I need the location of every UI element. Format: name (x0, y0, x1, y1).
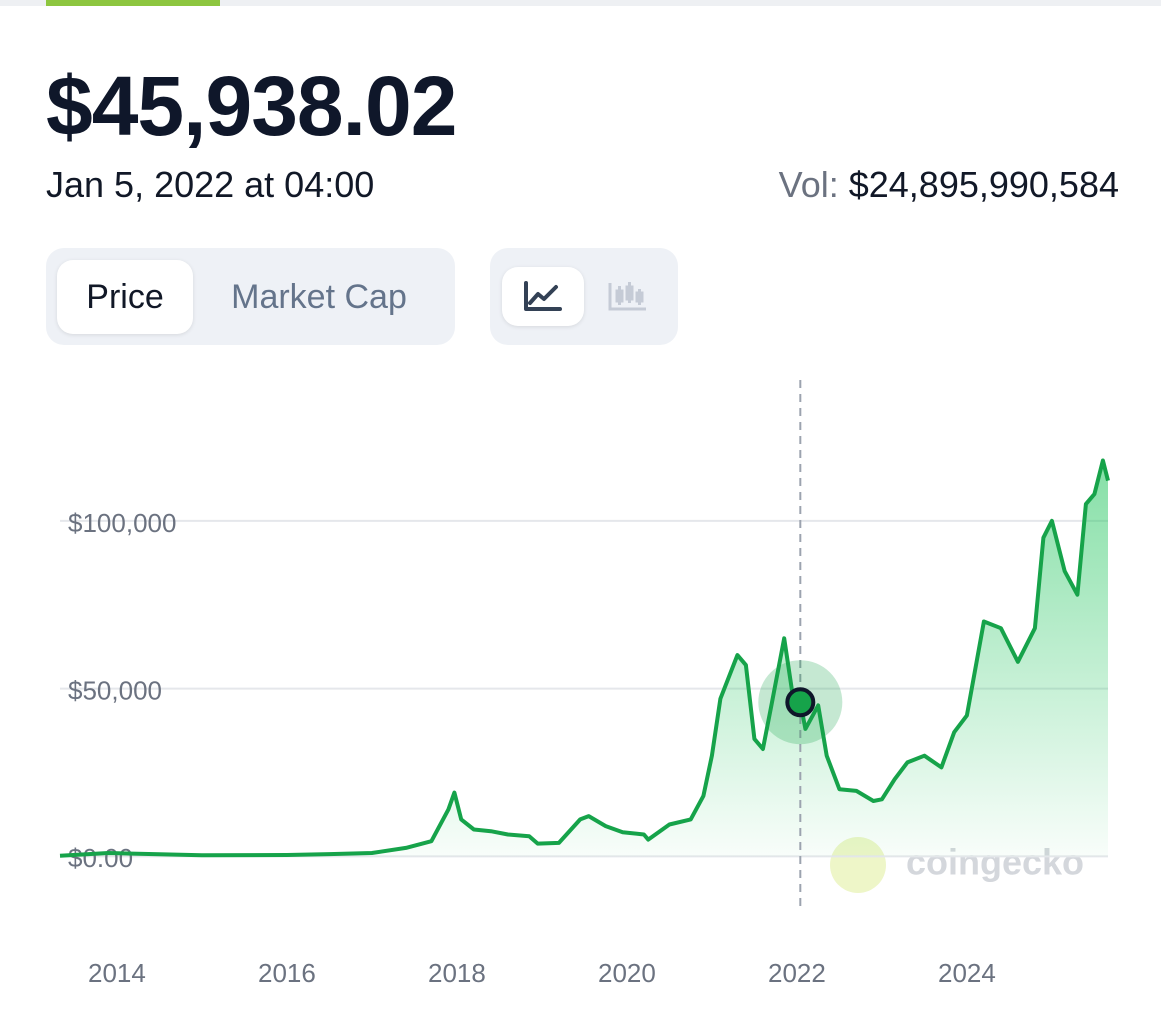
date: Jan 5, 2022 at 04:00 (46, 164, 375, 205)
candle-chart-button[interactable] (600, 267, 660, 326)
tab-market-cap[interactable]: Market Cap (231, 277, 407, 316)
top-accent (46, 0, 220, 6)
top-rule (0, 0, 1161, 6)
line-chart-button[interactable] (502, 267, 584, 326)
candle-icon (608, 282, 646, 311)
volume: Vol: $24,895,990,584 (779, 164, 1119, 206)
volume-label: Vol: (778, 164, 839, 205)
line-icon (524, 281, 562, 311)
y-tick-label: $100,000 (68, 508, 176, 538)
y-tick-label: $50,000 (68, 675, 162, 705)
price: $45,938.02 (46, 59, 457, 153)
price-line (59, 458, 1110, 858)
price-area (60, 460, 1108, 857)
x-tick-label: 2020 (598, 958, 656, 988)
highlight-point (785, 687, 816, 718)
x-tick-label: 2016 (258, 958, 316, 988)
x-tick-label: 2024 (938, 958, 996, 988)
tab-price[interactable]: Price (57, 260, 193, 334)
x-tick-label: 2018 (428, 958, 486, 988)
y-tick-label: $0.00 (68, 843, 133, 873)
x-tick-label: 2022 (768, 958, 826, 988)
volume-value: $24,895,990,584 (848, 164, 1119, 205)
x-tick-label: 2014 (88, 958, 146, 988)
